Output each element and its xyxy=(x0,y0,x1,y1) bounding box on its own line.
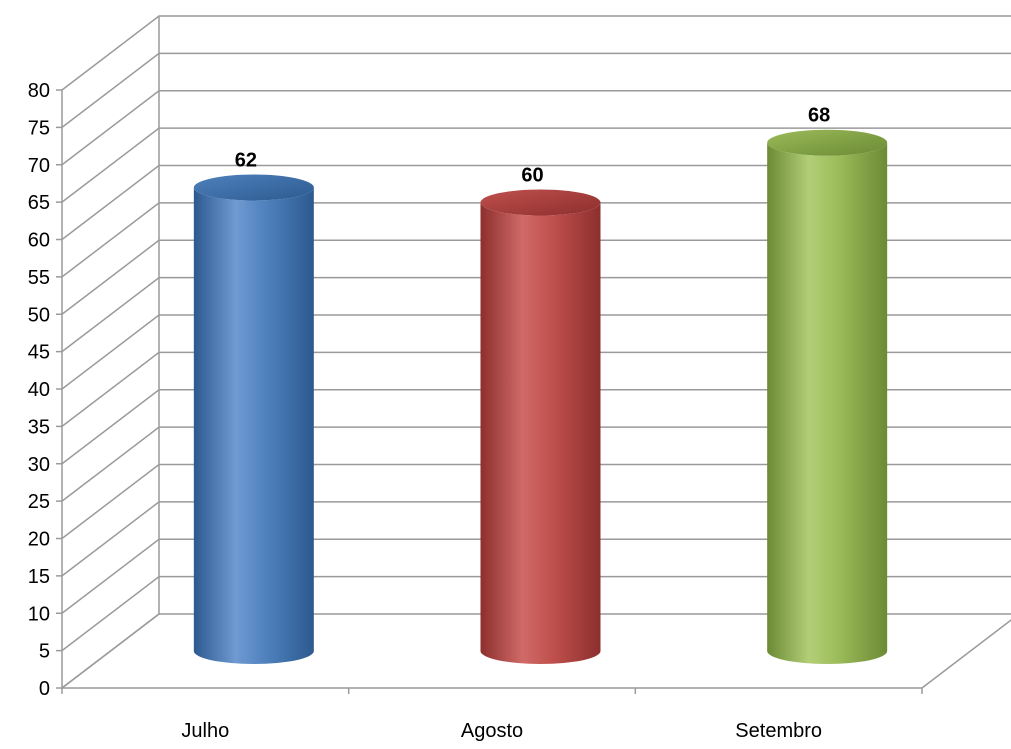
bars xyxy=(193,129,888,665)
y-tick-label: 5 xyxy=(39,641,50,663)
y-tick-label: 75 xyxy=(28,117,50,139)
gridline xyxy=(61,613,1011,689)
gridline xyxy=(61,52,1011,128)
gridline xyxy=(61,426,1011,502)
y-tick-label: 40 xyxy=(28,379,50,401)
x-tick-label: Setembro xyxy=(735,720,822,742)
gridline xyxy=(61,90,1011,166)
x-axis xyxy=(61,687,923,694)
bar-top xyxy=(480,189,601,216)
bar-agosto xyxy=(480,189,601,664)
y-axis: 0 5 10 15 20 25 30 35 40 45 50 55 60 65 70 75 80 xyxy=(28,80,63,700)
y-tick-label: 65 xyxy=(28,192,50,214)
y-tick-label: 50 xyxy=(28,304,50,326)
gridline xyxy=(61,351,1011,427)
y-tick-label: 0 xyxy=(39,678,50,700)
gridline xyxy=(61,463,1011,540)
y-tick-label: 80 xyxy=(28,80,50,102)
y-tick-label: 60 xyxy=(28,230,50,252)
bar-body xyxy=(480,202,601,664)
gridline xyxy=(61,575,1011,652)
bar-body xyxy=(767,142,888,664)
data-labels: 62 60 68 xyxy=(235,105,831,187)
data-label: 62 xyxy=(235,150,257,172)
bar-setembro xyxy=(767,129,888,664)
bar-top xyxy=(193,174,314,201)
gridline xyxy=(61,164,1011,241)
y-tick-label: 30 xyxy=(28,454,50,476)
gridline xyxy=(61,501,1011,577)
gridline xyxy=(61,314,1011,390)
x-tick-label: Julho xyxy=(181,720,229,742)
x-tick-label: Agosto xyxy=(461,720,523,742)
y-tick-label: 55 xyxy=(28,267,50,289)
y-tick-label: 35 xyxy=(28,416,50,438)
y-tick-label: 45 xyxy=(28,342,50,364)
gridline xyxy=(61,538,1011,614)
y-tick-label: 10 xyxy=(28,603,50,625)
bar-body xyxy=(193,187,314,665)
floor-right-edge xyxy=(921,619,1011,689)
gridline xyxy=(61,202,1011,278)
bar-julho xyxy=(193,174,314,665)
gridline xyxy=(61,127,1011,203)
gridline xyxy=(61,389,1011,465)
gridline xyxy=(61,276,1011,353)
gridlines xyxy=(61,15,1011,689)
category-labels: Julho Agosto Setembro xyxy=(181,720,822,742)
gridline xyxy=(61,239,1011,315)
y-tick-label: 15 xyxy=(28,566,50,588)
bar-top xyxy=(767,129,888,156)
data-label: 68 xyxy=(808,105,830,127)
gridline xyxy=(61,15,1011,91)
data-label: 60 xyxy=(521,165,543,187)
y-tick-label: 20 xyxy=(28,529,50,551)
y-tick-label: 25 xyxy=(28,491,50,513)
y-tick-label: 70 xyxy=(28,155,50,177)
